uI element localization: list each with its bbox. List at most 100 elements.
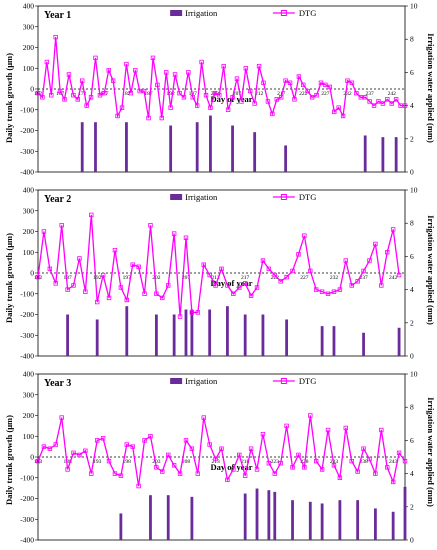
dtg-point [219, 446, 224, 451]
dtg-point [171, 463, 177, 468]
irrigation-bar [267, 490, 271, 540]
dtg-point [325, 427, 331, 433]
dtg-point [327, 84, 333, 90]
dtg-point [53, 442, 58, 447]
dtg-point [53, 34, 58, 40]
y-right-tick-label: 4 [410, 285, 414, 294]
legend-irrigation-label: Irrigation [185, 376, 218, 386]
dtg-point [290, 268, 295, 274]
y-left-tick-label: -100 [20, 289, 34, 298]
x-tick-label: 242 [389, 275, 398, 281]
y-right-tick-label: 10 [410, 186, 418, 195]
dtg-point [367, 456, 372, 462]
dtg-point [254, 467, 260, 472]
dtg-point [284, 274, 289, 280]
dtg-point [314, 287, 319, 292]
dtg-point [189, 446, 195, 451]
legend-dtg-marker [280, 378, 287, 384]
dtg-point [124, 61, 129, 67]
x-tick-label: 188 [63, 459, 72, 465]
dtg-point [130, 262, 135, 267]
dtg-point [396, 450, 402, 456]
y-left-tick-label: -100 [20, 473, 34, 482]
legend-dtg-label: DTG [299, 8, 316, 18]
dtg-point [88, 95, 94, 100]
dtg-point [65, 287, 70, 292]
y-left-tick-label: -200 [20, 126, 34, 135]
dtg-point [242, 281, 248, 286]
dtg-point [336, 105, 341, 110]
dtg-point [199, 59, 204, 65]
dtg-line [37, 37, 405, 119]
dtg-point [213, 283, 218, 288]
plot-frame [37, 373, 406, 541]
legend-irrigation-swatch [170, 378, 183, 384]
dtg-point [35, 90, 41, 96]
dtg-point [349, 458, 354, 464]
dtg-point [379, 427, 384, 433]
dtg-point [146, 115, 151, 121]
irrigation-bar [149, 495, 152, 540]
y-right-tick-label: 6 [410, 252, 414, 261]
dtg-point [331, 289, 337, 294]
dtg-point [106, 458, 112, 464]
x-tick-label: 222 [271, 275, 280, 281]
x-tick-label: 177 [100, 91, 109, 97]
dtg-point [183, 438, 189, 443]
dtg-point [284, 423, 289, 429]
y-right-tick-label: 6 [410, 68, 414, 77]
y-right-tick-label: 4 [410, 101, 414, 110]
irrigation-bar [273, 491, 277, 540]
y-left-tick-label: -300 [20, 147, 34, 156]
irrigation-bar [397, 327, 401, 356]
x-tick-label: 243 [389, 459, 398, 465]
dtg-point [166, 283, 171, 288]
dtg-point [115, 113, 120, 119]
y-left-tick-label: 300 [23, 22, 35, 31]
dtg-point [292, 97, 297, 102]
dtg-point [66, 72, 72, 77]
dtg-point [106, 295, 112, 301]
dtg-point [75, 97, 80, 102]
dtg-point [47, 446, 53, 451]
irrigation-bar [172, 314, 176, 356]
dtg-point [177, 90, 182, 96]
dtg-point [195, 471, 201, 476]
dtg-point [385, 250, 390, 255]
irrigation-bar [391, 511, 395, 540]
irrigation-bar [403, 486, 407, 540]
dtg-point [89, 212, 94, 218]
y-left-tick-label: -400 [20, 536, 34, 545]
dtg-point [402, 103, 408, 108]
irrigation-bar [320, 503, 324, 540]
dtg-point [290, 465, 295, 470]
y-right-tick-label: 2 [410, 318, 414, 327]
x-tick-label: 232 [330, 275, 339, 281]
dtg-point [260, 431, 266, 437]
dtg-point [234, 76, 240, 81]
dtg-point [172, 72, 178, 77]
dtg-line [37, 214, 400, 317]
dtg-point [393, 97, 399, 102]
dtg-point [265, 99, 271, 104]
y-left-tick-label: -400 [20, 168, 34, 177]
dtg-point [349, 80, 355, 85]
x-tick-label: 217 [277, 91, 286, 97]
dtg-point [296, 452, 301, 458]
dtg-point [260, 258, 266, 263]
legend-irrigation-label: Irrigation [185, 8, 218, 18]
dtg-point [181, 95, 187, 100]
dtg-point [248, 293, 254, 299]
x-tick-label: 187 [63, 275, 72, 281]
y-right-tick-label: 6 [410, 436, 414, 445]
x-tick-label: 203 [152, 459, 161, 465]
dtg-point [183, 235, 189, 240]
panel-title: Year 1 [44, 10, 71, 21]
dtg-point [177, 471, 183, 476]
irrigation-bar [190, 496, 194, 540]
y-left-tick-label: -200 [20, 310, 34, 319]
dtg-point [367, 99, 372, 104]
x-tick-label: 192 [93, 275, 102, 281]
dtg-point [59, 415, 64, 420]
dtg-point [102, 90, 107, 96]
